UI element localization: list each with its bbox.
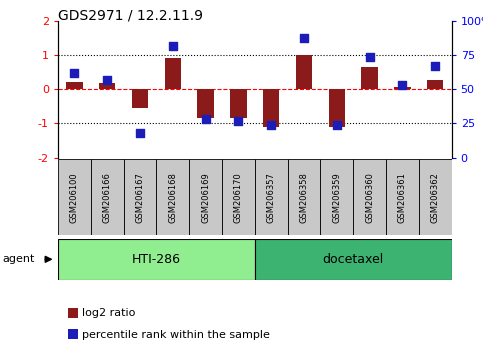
Text: percentile rank within the sample: percentile rank within the sample xyxy=(82,330,270,339)
Bar xyxy=(255,159,287,235)
Point xyxy=(136,130,144,136)
Bar xyxy=(68,329,78,339)
Point xyxy=(398,82,406,88)
Point xyxy=(71,70,78,76)
Bar xyxy=(58,239,255,280)
Point xyxy=(267,122,275,128)
Text: GSM206168: GSM206168 xyxy=(168,172,177,223)
Text: GSM206167: GSM206167 xyxy=(135,172,144,223)
Point xyxy=(202,116,210,122)
Bar xyxy=(427,80,443,89)
Point xyxy=(333,122,341,128)
Point xyxy=(366,54,373,59)
Bar xyxy=(419,159,452,235)
Bar xyxy=(353,159,386,235)
Bar xyxy=(328,89,345,127)
Text: GSM206360: GSM206360 xyxy=(365,172,374,223)
Bar xyxy=(58,159,91,235)
Bar xyxy=(263,89,279,127)
Text: GSM206358: GSM206358 xyxy=(299,172,309,223)
Point xyxy=(235,118,242,124)
Bar xyxy=(198,89,214,118)
Point xyxy=(169,43,177,48)
Text: GSM206169: GSM206169 xyxy=(201,172,210,223)
Bar xyxy=(222,159,255,235)
Point xyxy=(103,77,111,83)
Text: GSM206357: GSM206357 xyxy=(267,172,276,223)
Text: GDS2971 / 12.2.11.9: GDS2971 / 12.2.11.9 xyxy=(58,9,203,23)
Bar xyxy=(99,83,115,89)
Text: GSM206359: GSM206359 xyxy=(332,172,341,223)
Text: log2 ratio: log2 ratio xyxy=(82,308,136,318)
Text: GSM206170: GSM206170 xyxy=(234,172,243,223)
Text: GSM206100: GSM206100 xyxy=(70,172,79,223)
Text: GSM206166: GSM206166 xyxy=(103,172,112,223)
Bar xyxy=(124,159,156,235)
Point xyxy=(300,35,308,40)
Bar xyxy=(230,89,247,118)
Bar xyxy=(255,239,452,280)
Text: GSM206362: GSM206362 xyxy=(431,172,440,223)
Bar xyxy=(165,58,181,89)
Bar xyxy=(320,159,353,235)
Bar xyxy=(132,89,148,108)
Bar xyxy=(394,87,411,89)
Bar xyxy=(296,55,312,89)
Bar xyxy=(68,308,78,318)
Text: docetaxel: docetaxel xyxy=(323,253,384,266)
Text: HTI-286: HTI-286 xyxy=(132,253,181,266)
Bar xyxy=(189,159,222,235)
Bar xyxy=(386,159,419,235)
Bar xyxy=(66,82,83,89)
Point xyxy=(431,63,439,69)
Text: agent: agent xyxy=(2,254,35,264)
Bar xyxy=(361,67,378,89)
Bar xyxy=(287,159,320,235)
Text: GSM206361: GSM206361 xyxy=(398,172,407,223)
Bar xyxy=(156,159,189,235)
Bar xyxy=(91,159,124,235)
